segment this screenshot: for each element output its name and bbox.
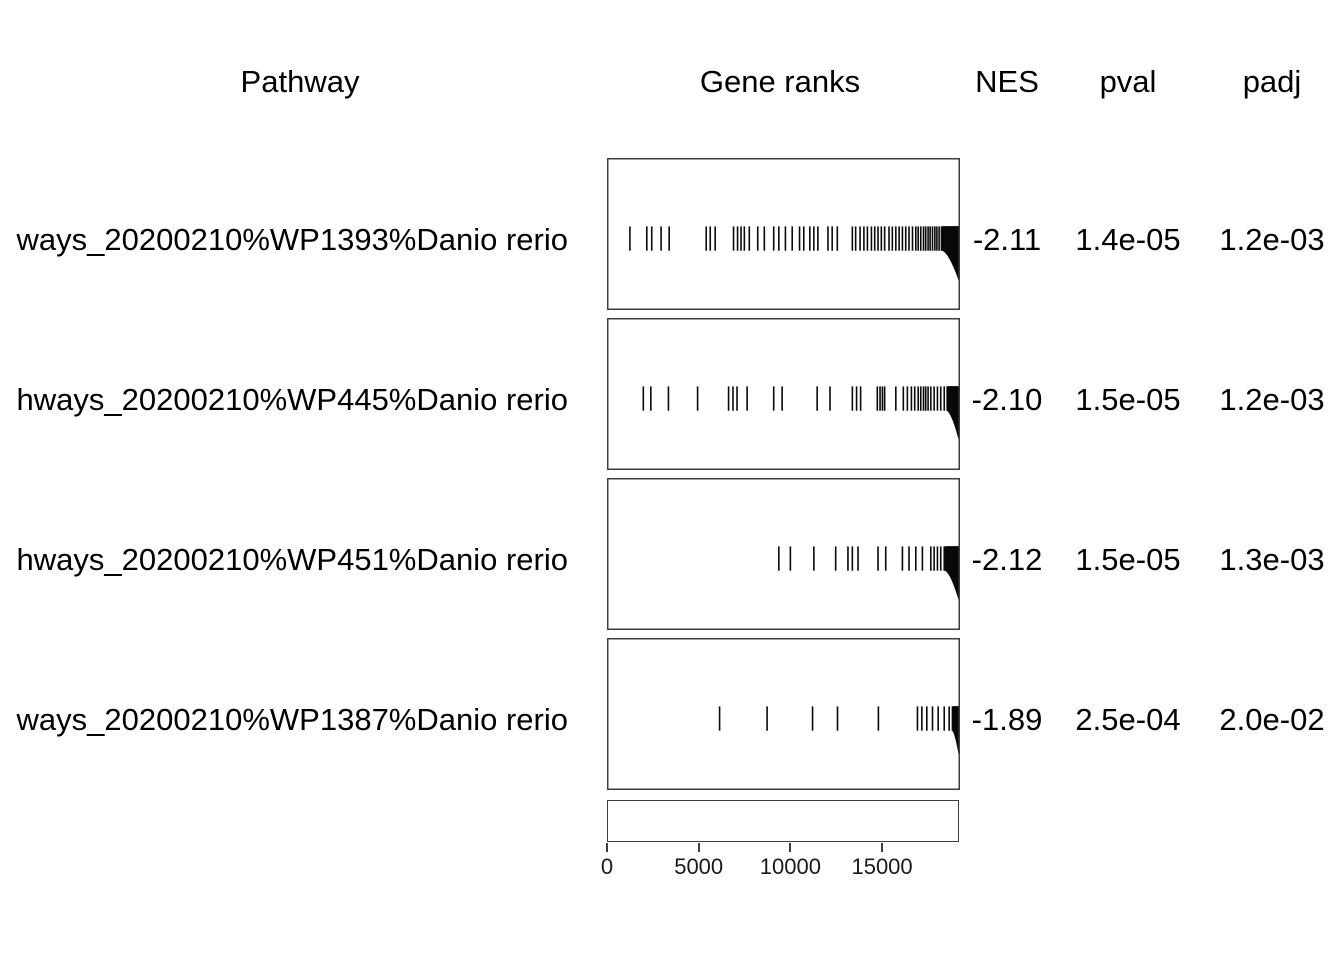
- pval-value: 1.5e-05: [1075, 382, 1181, 417]
- axis-tick-mark: [881, 843, 884, 852]
- plot-panel-border: [607, 478, 960, 630]
- plot-panel-border: [607, 158, 960, 310]
- pval-value: 1.4e-05: [1075, 222, 1181, 257]
- axis-tick-label: 0: [600, 854, 614, 879]
- nes-value: -2.12: [971, 542, 1043, 577]
- padj-value: 1.2e-03: [1219, 382, 1325, 417]
- nes-value: -2.10: [971, 382, 1043, 417]
- plot-panel-border: [607, 318, 960, 470]
- padj-value: 1.2e-03: [1219, 222, 1325, 257]
- gene-ranks-plot: [607, 158, 960, 310]
- axis-strip-panel: [607, 800, 959, 842]
- column-header-pval: pval: [1099, 64, 1157, 99]
- padj-value: 1.3e-03: [1219, 542, 1325, 577]
- column-header-pathway: Pathway: [240, 64, 360, 99]
- pval-value: 2.5e-04: [1075, 702, 1181, 737]
- pathway-name: ways_20200210%WP1393%Danio rerio: [16, 222, 568, 257]
- axis-tick-mark: [697, 843, 700, 852]
- gene-ranks-plot: [607, 318, 960, 470]
- axis-tick-label: 5000: [674, 854, 724, 879]
- axis-tick-label: 15000: [851, 854, 913, 879]
- pathway-name: ways_20200210%WP1387%Danio rerio: [16, 702, 568, 737]
- pathway-name: hways_20200210%WP451%Danio rerio: [16, 542, 568, 577]
- plot-panel-border: [607, 638, 960, 790]
- column-header-nes: NES: [975, 64, 1039, 99]
- nes-value: -1.89: [971, 702, 1043, 737]
- padj-value: 2.0e-02: [1219, 702, 1325, 737]
- nes-value: -2.11: [972, 222, 1042, 257]
- axis-tick-label: 10000: [759, 854, 821, 879]
- gene-ranks-plot: [607, 638, 960, 790]
- axis-tick-mark: [789, 843, 792, 852]
- axis-tick-mark: [606, 843, 608, 852]
- column-header-padj: padj: [1242, 64, 1302, 99]
- pathway-name: hways_20200210%WP445%Danio rerio: [16, 382, 568, 417]
- column-header-gene-ranks: Gene ranks: [699, 64, 861, 99]
- pval-value: 1.5e-05: [1075, 542, 1181, 577]
- gene-ranks-plot: [607, 478, 960, 630]
